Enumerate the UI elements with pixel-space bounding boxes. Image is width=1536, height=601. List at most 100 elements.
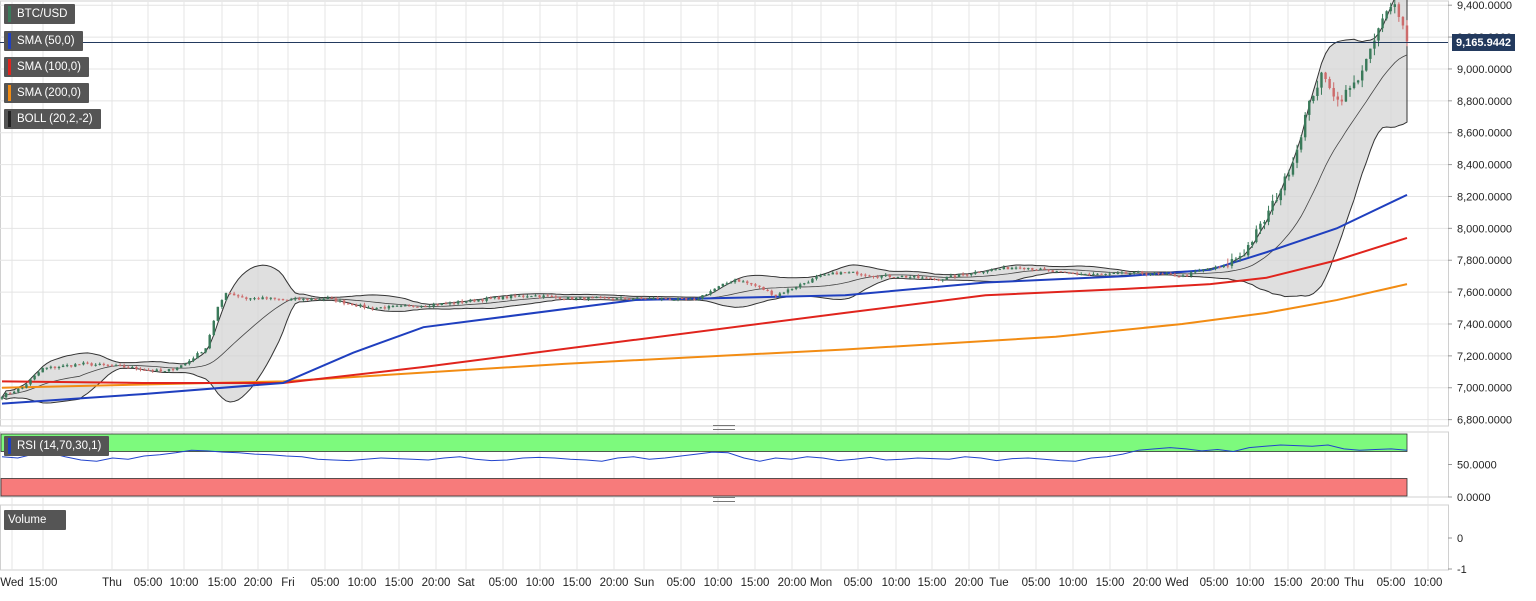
candle-body — [627, 298, 631, 300]
candle-body — [302, 298, 305, 300]
candle-body — [122, 365, 126, 368]
candle-body — [1308, 101, 1311, 115]
y-tick-label: 8,200.0000 — [1457, 191, 1512, 203]
candle-body — [1385, 11, 1388, 19]
candle-body — [493, 296, 496, 299]
candle-body — [1006, 267, 1010, 270]
candle-body — [961, 274, 965, 276]
candle-body — [1246, 245, 1250, 256]
candle-body — [599, 297, 602, 299]
candle-body — [473, 299, 476, 302]
candle-body — [395, 305, 399, 307]
x-tick-label: 15:00 — [563, 577, 592, 589]
candle-body — [460, 301, 464, 303]
candle-body — [1055, 271, 1058, 273]
x-tick-label: 10:00 — [1236, 577, 1265, 589]
y-tick-label: 9,400.0000 — [1457, 0, 1512, 12]
y-tick-label: 7,800.0000 — [1457, 255, 1512, 267]
legend-instrument[interactable]: BTC/USD — [4, 4, 76, 24]
candle-body — [1324, 72, 1327, 79]
candle-body — [1043, 268, 1046, 270]
candle-body — [452, 302, 456, 304]
candle-body — [872, 276, 875, 278]
candle-body — [367, 307, 370, 309]
candle-body — [65, 365, 69, 367]
candle-body — [860, 274, 863, 276]
candle-body — [1153, 272, 1156, 275]
candle-body — [668, 299, 672, 301]
candle-body — [839, 272, 843, 275]
legend-volume[interactable]: Volume — [4, 510, 66, 530]
candle-body — [322, 298, 325, 300]
candle-body — [729, 282, 733, 284]
candle-body — [155, 369, 158, 371]
candle-body — [855, 271, 859, 275]
sma100-swatch — [8, 59, 11, 75]
candle-body — [1381, 18, 1384, 29]
candle-body — [733, 279, 737, 283]
candle-body — [591, 297, 594, 299]
instrument-swatch — [8, 6, 11, 22]
candle-body — [4, 392, 8, 398]
candle-body — [607, 297, 611, 299]
candle-body — [815, 276, 818, 279]
candle-body — [1210, 268, 1213, 270]
candle-body — [114, 365, 118, 367]
pane-resize-handle-rsi[interactable] — [713, 425, 735, 430]
boll-swatch — [8, 111, 11, 127]
candle-body — [884, 274, 887, 276]
candle-body — [994, 269, 997, 271]
candle-body — [106, 364, 110, 366]
candle-body — [1397, 4, 1401, 17]
candle-body — [399, 305, 403, 307]
candle-body — [359, 304, 362, 307]
candle-body — [293, 298, 297, 300]
candle-body — [1092, 274, 1095, 276]
candle-body — [477, 299, 480, 302]
candle-body — [1287, 174, 1291, 177]
candle-body — [1116, 272, 1120, 274]
x-tick-label: 05:00 — [844, 577, 873, 589]
candle-body — [611, 298, 615, 300]
x-tick-label: Wed — [1165, 577, 1188, 589]
legend-sma200[interactable]: SMA (200,0) — [4, 83, 89, 103]
candle-body — [1104, 274, 1107, 276]
legend-sma50[interactable]: SMA (50,0) — [4, 31, 83, 51]
candle-body — [1185, 275, 1189, 277]
candle-body — [94, 364, 97, 366]
candle-body — [1214, 266, 1217, 269]
candle-body — [1271, 200, 1274, 211]
candle-body — [1405, 25, 1409, 42]
pane-resize-handle-volume[interactable] — [713, 497, 735, 502]
candle-body — [1202, 269, 1205, 271]
candle-body — [794, 287, 798, 289]
candle-body — [1018, 267, 1022, 269]
candle-body — [192, 358, 195, 361]
x-tick-label: 20:00 — [422, 577, 451, 589]
candle-body — [990, 269, 993, 272]
legend-sma100[interactable]: SMA (100,0) — [4, 57, 89, 77]
candle-body — [925, 277, 928, 279]
x-tick-label: 10:00 — [1059, 577, 1088, 589]
candle-body — [1108, 273, 1111, 275]
candle-body — [338, 300, 342, 302]
candle-body — [1360, 70, 1364, 81]
candle-body — [526, 296, 529, 298]
candle-body — [684, 298, 688, 300]
candle-body — [241, 296, 244, 298]
candle-body — [632, 298, 635, 300]
x-tick-label: Wed — [0, 577, 23, 589]
legend-boll[interactable]: BOLL (20,2,-2) — [4, 109, 101, 129]
candle-body — [562, 298, 566, 300]
candle-body — [403, 305, 407, 307]
candle-body — [1141, 271, 1144, 274]
candle-body — [697, 298, 700, 300]
y-tick-label: 7,200.0000 — [1457, 351, 1512, 363]
candle-body — [1096, 273, 1099, 275]
legend-rsi[interactable]: RSI (14,70,30,1) — [4, 436, 110, 456]
candle-body — [33, 375, 36, 380]
candle-body — [383, 307, 387, 309]
candle-body — [1002, 267, 1006, 270]
candle-body — [196, 353, 199, 359]
